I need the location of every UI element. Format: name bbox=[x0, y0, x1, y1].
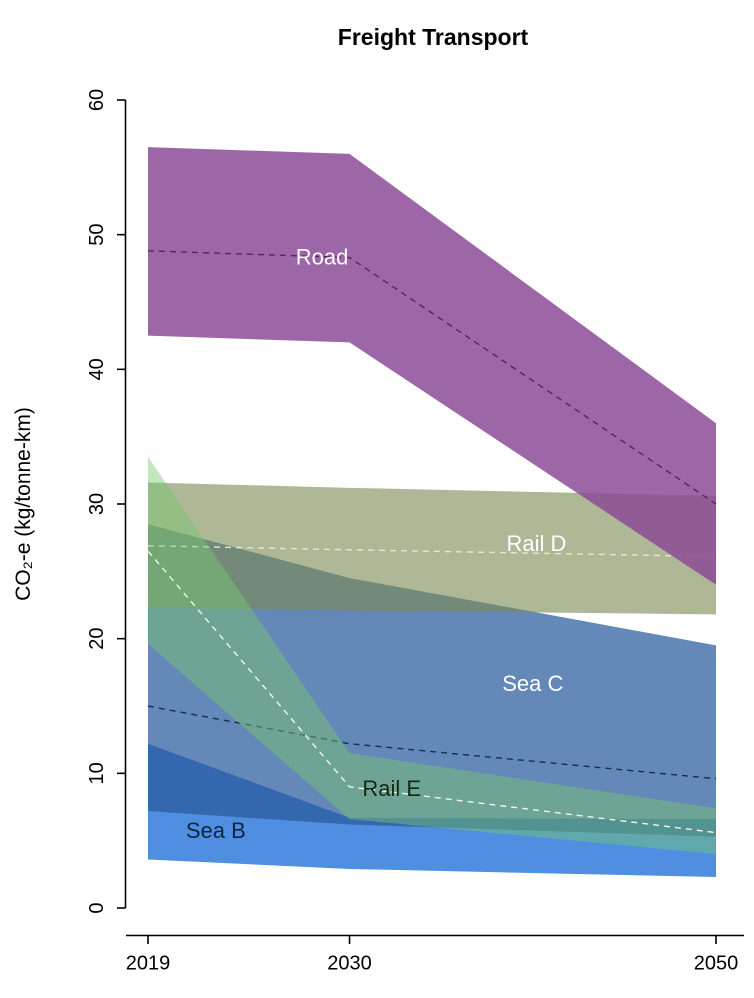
y-tick-label: 20 bbox=[86, 628, 108, 650]
chart-title: Freight Transport bbox=[337, 24, 529, 50]
x-tick-label: 2030 bbox=[327, 953, 372, 975]
band-sea-b bbox=[148, 743, 716, 878]
y-tick-label: 30 bbox=[86, 493, 108, 515]
mean-line-rail-e bbox=[147, 550, 717, 834]
y-tick-label: 50 bbox=[86, 224, 108, 246]
y-tick-label: 60 bbox=[86, 89, 108, 111]
x-tick-label: 2050 bbox=[694, 953, 739, 975]
band-label-rail-e: Rail E bbox=[362, 776, 421, 801]
y-tick-label: 40 bbox=[86, 358, 108, 380]
y-tick-label: 0 bbox=[86, 902, 108, 913]
mean-line-sea-c bbox=[147, 705, 717, 780]
band-label-sea-c: Sea C bbox=[502, 671, 563, 696]
band-label-road: Road bbox=[296, 244, 349, 269]
band-label-sea-b: Sea B bbox=[186, 818, 246, 843]
mean-line-road bbox=[147, 250, 717, 505]
band-label-rail-d: Rail D bbox=[506, 531, 566, 556]
band-rail-d bbox=[148, 482, 716, 615]
mean-line-rail-d bbox=[147, 545, 717, 558]
band-rail-e bbox=[148, 456, 716, 855]
x-tick-label: 2019 bbox=[126, 953, 171, 975]
y-tick-label: 10 bbox=[86, 762, 108, 784]
band-road bbox=[148, 147, 716, 585]
y-axis-label: CO₂-e (kg/tonne-km) bbox=[12, 407, 35, 601]
